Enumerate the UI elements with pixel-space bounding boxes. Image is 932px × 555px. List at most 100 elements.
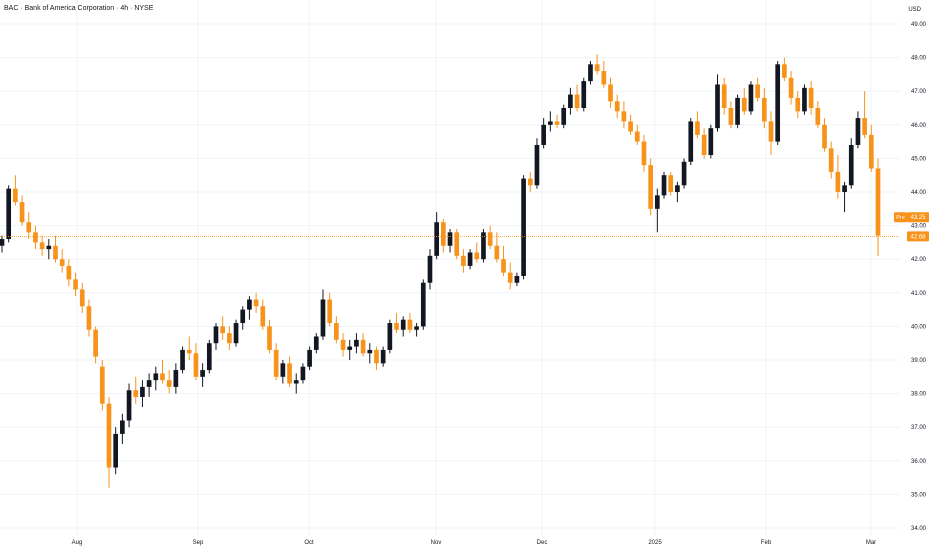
candle <box>46 239 52 260</box>
candle-body <box>173 370 179 387</box>
candle-body <box>701 134 707 156</box>
candle <box>447 228 453 253</box>
candle <box>815 101 821 129</box>
currency-label: USD <box>908 7 921 13</box>
candle-body <box>19 202 25 223</box>
candle-body <box>113 433 119 468</box>
y-tick-label: 45.00 <box>911 156 927 162</box>
candle-body <box>507 272 513 283</box>
candle <box>695 111 700 139</box>
y-tick-label: 49.00 <box>911 22 927 28</box>
candle-body <box>601 71 607 85</box>
candle <box>715 74 720 132</box>
candle <box>554 114 560 129</box>
candle <box>66 259 72 287</box>
candle <box>688 118 694 166</box>
candle-body <box>721 84 727 108</box>
candle-body <box>347 346 353 350</box>
candle <box>761 87 767 129</box>
candle <box>681 158 687 189</box>
candle-body <box>494 245 500 260</box>
x-tick-label: Aug <box>72 540 83 546</box>
candle <box>193 343 199 381</box>
candle <box>280 360 286 384</box>
y-tick-label: 34.00 <box>911 526 927 532</box>
candle-body <box>387 323 393 350</box>
candle-body <box>233 323 239 344</box>
x-tick-label: Dec <box>537 540 548 546</box>
candle <box>307 346 312 371</box>
candle <box>748 81 754 115</box>
candle <box>601 60 607 88</box>
candle-body <box>842 185 847 192</box>
y-tick-label: 40.00 <box>911 324 927 330</box>
candle-body <box>668 175 674 192</box>
candle-body <box>180 349 185 371</box>
candle-body <box>768 121 774 142</box>
candle-body <box>0 239 5 246</box>
candle-body <box>59 259 65 266</box>
candle-body <box>648 165 653 209</box>
candle-body <box>300 366 306 381</box>
candle <box>795 91 801 119</box>
candle <box>166 370 172 394</box>
candle-body <box>267 326 272 350</box>
candle-body <box>33 232 38 243</box>
candle-body <box>534 144 540 186</box>
candle <box>574 84 580 112</box>
candle-body <box>26 222 32 233</box>
candle-body <box>193 353 199 377</box>
candle-body <box>407 319 413 330</box>
candle-body <box>514 276 520 283</box>
candle-body <box>795 97 801 112</box>
candle <box>39 235 45 256</box>
candle <box>461 249 466 273</box>
candle-body <box>608 84 613 102</box>
candle <box>534 138 540 189</box>
y-tick-label: 36.00 <box>911 459 927 465</box>
candle <box>26 212 32 240</box>
candle <box>140 380 145 408</box>
candle-body <box>247 299 252 310</box>
candle-body <box>581 81 587 108</box>
candle-body <box>166 380 172 387</box>
candle <box>227 326 232 350</box>
candle <box>568 87 573 115</box>
candle-body <box>53 245 58 260</box>
candle <box>173 363 179 394</box>
candle <box>360 333 366 357</box>
candle <box>86 299 92 337</box>
candle <box>768 111 774 156</box>
candle-body <box>186 349 192 354</box>
candle-body <box>855 118 861 145</box>
candle <box>313 333 319 354</box>
candle <box>420 279 426 330</box>
candle-body <box>681 161 687 186</box>
price-marker-box <box>907 212 929 223</box>
candle <box>862 91 867 139</box>
x-tick-label: 2025 <box>648 540 662 546</box>
candle-body <box>868 134 874 169</box>
candle-body <box>46 245 52 250</box>
candle-body <box>728 108 734 125</box>
candle-body <box>380 349 386 364</box>
candle <box>474 242 480 263</box>
candle-body <box>688 121 694 162</box>
candle <box>380 346 386 367</box>
candle-body <box>227 333 232 344</box>
candle <box>347 339 353 360</box>
candle <box>788 71 794 105</box>
candle-body <box>788 77 794 98</box>
candle-body <box>875 168 881 236</box>
candle <box>33 225 38 250</box>
candle <box>374 346 379 371</box>
candle <box>654 188 660 233</box>
x-axis: Aug Sep Oct Nov Dec 2025 Feb Mar <box>72 540 877 546</box>
candle <box>634 124 640 145</box>
candle <box>354 333 359 354</box>
candle-body <box>447 232 453 246</box>
candle <box>521 175 526 280</box>
candle <box>875 158 881 256</box>
candle <box>848 138 854 189</box>
candle <box>327 292 333 327</box>
